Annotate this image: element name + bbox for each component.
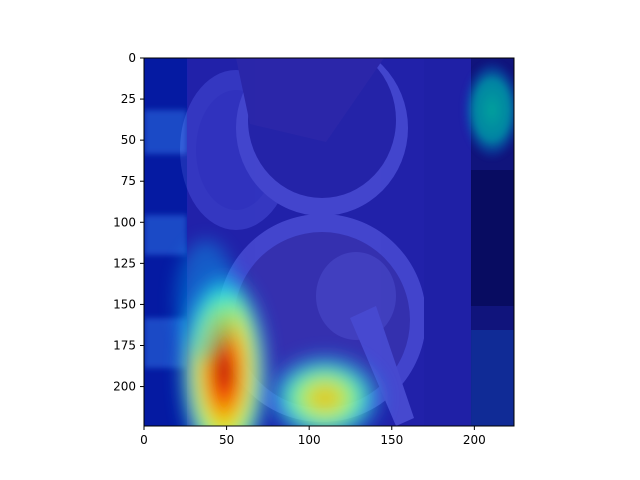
y-tick-label: 175	[113, 339, 136, 353]
hotspots	[176, 60, 514, 426]
hotspot-left-glow	[176, 240, 236, 360]
axes-frame	[143, 57, 515, 427]
x-tick-label: 100	[298, 433, 321, 447]
y-tick-label: 150	[113, 297, 136, 311]
x-tick-label: 150	[380, 433, 403, 447]
y-axis: 0 25 50 75 100 125 150 175 200	[113, 51, 144, 394]
band-left-lighter-2	[144, 215, 187, 255]
plot-area	[144, 58, 514, 426]
x-tick-label: 0	[140, 433, 148, 447]
hotspot-upper-right	[462, 60, 514, 160]
band-right-lower	[471, 330, 514, 426]
y-tick-label: 50	[121, 133, 136, 147]
x-tick-label: 200	[463, 433, 486, 447]
y-tick-label: 100	[113, 215, 136, 229]
band-left-lighter-1	[144, 110, 187, 154]
y-tick-label: 0	[128, 51, 136, 65]
hotspot-spoon-base	[263, 350, 387, 426]
x-tick-label: 50	[219, 433, 234, 447]
band-right-mid	[471, 170, 514, 306]
y-tick-label: 200	[113, 380, 136, 394]
y-tick-label: 125	[113, 256, 136, 270]
x-axis: 0 50 100 150 200	[140, 426, 486, 447]
y-tick-label: 25	[121, 92, 136, 106]
y-tick-label: 75	[121, 174, 136, 188]
